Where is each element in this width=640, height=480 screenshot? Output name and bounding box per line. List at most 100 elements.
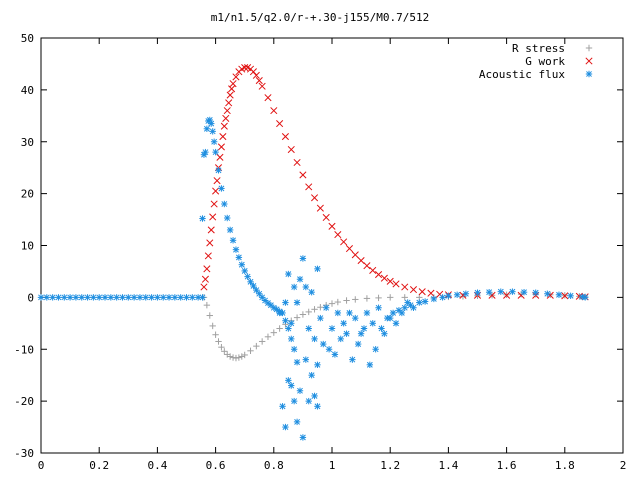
data-point bbox=[66, 294, 74, 301]
data-point bbox=[421, 298, 429, 305]
data-point bbox=[285, 377, 292, 384]
data-point bbox=[220, 122, 228, 130]
data-point bbox=[206, 312, 213, 319]
data-point bbox=[299, 255, 307, 262]
data-point bbox=[343, 330, 350, 337]
data-point bbox=[328, 325, 336, 332]
data-point bbox=[354, 340, 362, 348]
data-point bbox=[232, 246, 240, 253]
x-tick-label: 1.8 bbox=[555, 459, 575, 472]
data-point bbox=[325, 346, 333, 353]
data-point bbox=[392, 280, 400, 288]
data-point bbox=[378, 325, 385, 332]
data-point bbox=[264, 94, 272, 102]
data-point bbox=[209, 213, 217, 221]
data-point bbox=[351, 251, 359, 259]
series-acoustic-flux bbox=[37, 116, 589, 441]
data-point bbox=[221, 348, 228, 355]
data-point bbox=[305, 308, 312, 316]
data-point bbox=[314, 403, 321, 410]
data-point bbox=[204, 252, 212, 260]
data-point bbox=[316, 204, 324, 212]
data-point bbox=[331, 351, 339, 358]
data-point bbox=[310, 194, 319, 202]
data-point bbox=[250, 282, 257, 290]
y-tick-label: -30 bbox=[14, 447, 34, 460]
data-point bbox=[222, 114, 230, 122]
chart-marks bbox=[37, 64, 589, 441]
data-point bbox=[369, 320, 376, 327]
data-point bbox=[575, 292, 583, 300]
data-point bbox=[345, 245, 354, 253]
data-point bbox=[72, 294, 80, 301]
data-point bbox=[340, 320, 347, 327]
data-point bbox=[320, 340, 327, 348]
data-point bbox=[293, 359, 301, 366]
data-point bbox=[387, 314, 394, 322]
data-point bbox=[299, 434, 307, 441]
data-point bbox=[61, 294, 68, 301]
x-tick-label: 0.4 bbox=[147, 459, 167, 472]
data-point bbox=[409, 286, 418, 294]
data-point bbox=[55, 294, 62, 301]
data-point bbox=[509, 288, 516, 295]
plot-frame bbox=[40, 37, 624, 454]
y-tick-label: 0 bbox=[27, 291, 34, 304]
data-point bbox=[101, 294, 109, 301]
data-point bbox=[256, 290, 263, 297]
data-point bbox=[212, 331, 219, 338]
data-point bbox=[207, 226, 215, 234]
data-point bbox=[282, 317, 289, 324]
chart-title: m1/n1.5/q2.0/r-+.30-j155/M0.7/512 bbox=[211, 11, 430, 24]
data-point bbox=[238, 353, 245, 360]
x-tick-label: 1 bbox=[329, 459, 336, 472]
data-point bbox=[290, 397, 298, 405]
data-point bbox=[349, 356, 356, 363]
data-point bbox=[253, 342, 260, 350]
data-point bbox=[305, 325, 312, 332]
data-point bbox=[210, 200, 218, 208]
data-point bbox=[369, 266, 377, 274]
data-point bbox=[474, 289, 481, 296]
data-point bbox=[206, 239, 214, 247]
data-point bbox=[270, 329, 277, 336]
x-tick-label: 0.2 bbox=[89, 459, 109, 472]
data-point bbox=[311, 392, 318, 400]
data-point bbox=[366, 361, 374, 369]
data-point bbox=[544, 290, 551, 297]
data-point bbox=[203, 265, 211, 273]
data-point bbox=[43, 294, 51, 301]
data-point bbox=[229, 354, 237, 361]
data-point bbox=[357, 330, 365, 337]
data-point bbox=[334, 231, 342, 239]
data-point bbox=[305, 183, 313, 191]
data-point bbox=[311, 335, 318, 343]
data-point bbox=[228, 85, 236, 93]
data-point bbox=[485, 288, 493, 296]
data-point bbox=[520, 288, 528, 296]
data-point bbox=[401, 283, 409, 291]
data-point bbox=[352, 296, 359, 303]
data-point bbox=[221, 200, 228, 208]
data-point bbox=[49, 294, 56, 301]
data-point bbox=[177, 294, 184, 301]
data-point bbox=[232, 354, 240, 362]
data-point bbox=[322, 304, 330, 311]
data-point bbox=[154, 294, 161, 301]
data-point bbox=[581, 294, 589, 301]
series-g-work bbox=[200, 64, 589, 301]
legend-marker bbox=[585, 70, 593, 78]
data-point bbox=[217, 143, 225, 151]
data-point bbox=[389, 309, 397, 317]
data-point bbox=[208, 120, 215, 127]
legend-marker bbox=[585, 57, 593, 65]
data-point bbox=[171, 294, 179, 301]
data-point bbox=[160, 294, 167, 301]
data-point bbox=[218, 185, 225, 192]
data-point bbox=[235, 254, 243, 261]
y-tick-label: -20 bbox=[14, 395, 34, 408]
data-point bbox=[249, 68, 257, 76]
data-point bbox=[346, 309, 353, 317]
data-point bbox=[199, 215, 206, 222]
data-point bbox=[375, 304, 382, 311]
